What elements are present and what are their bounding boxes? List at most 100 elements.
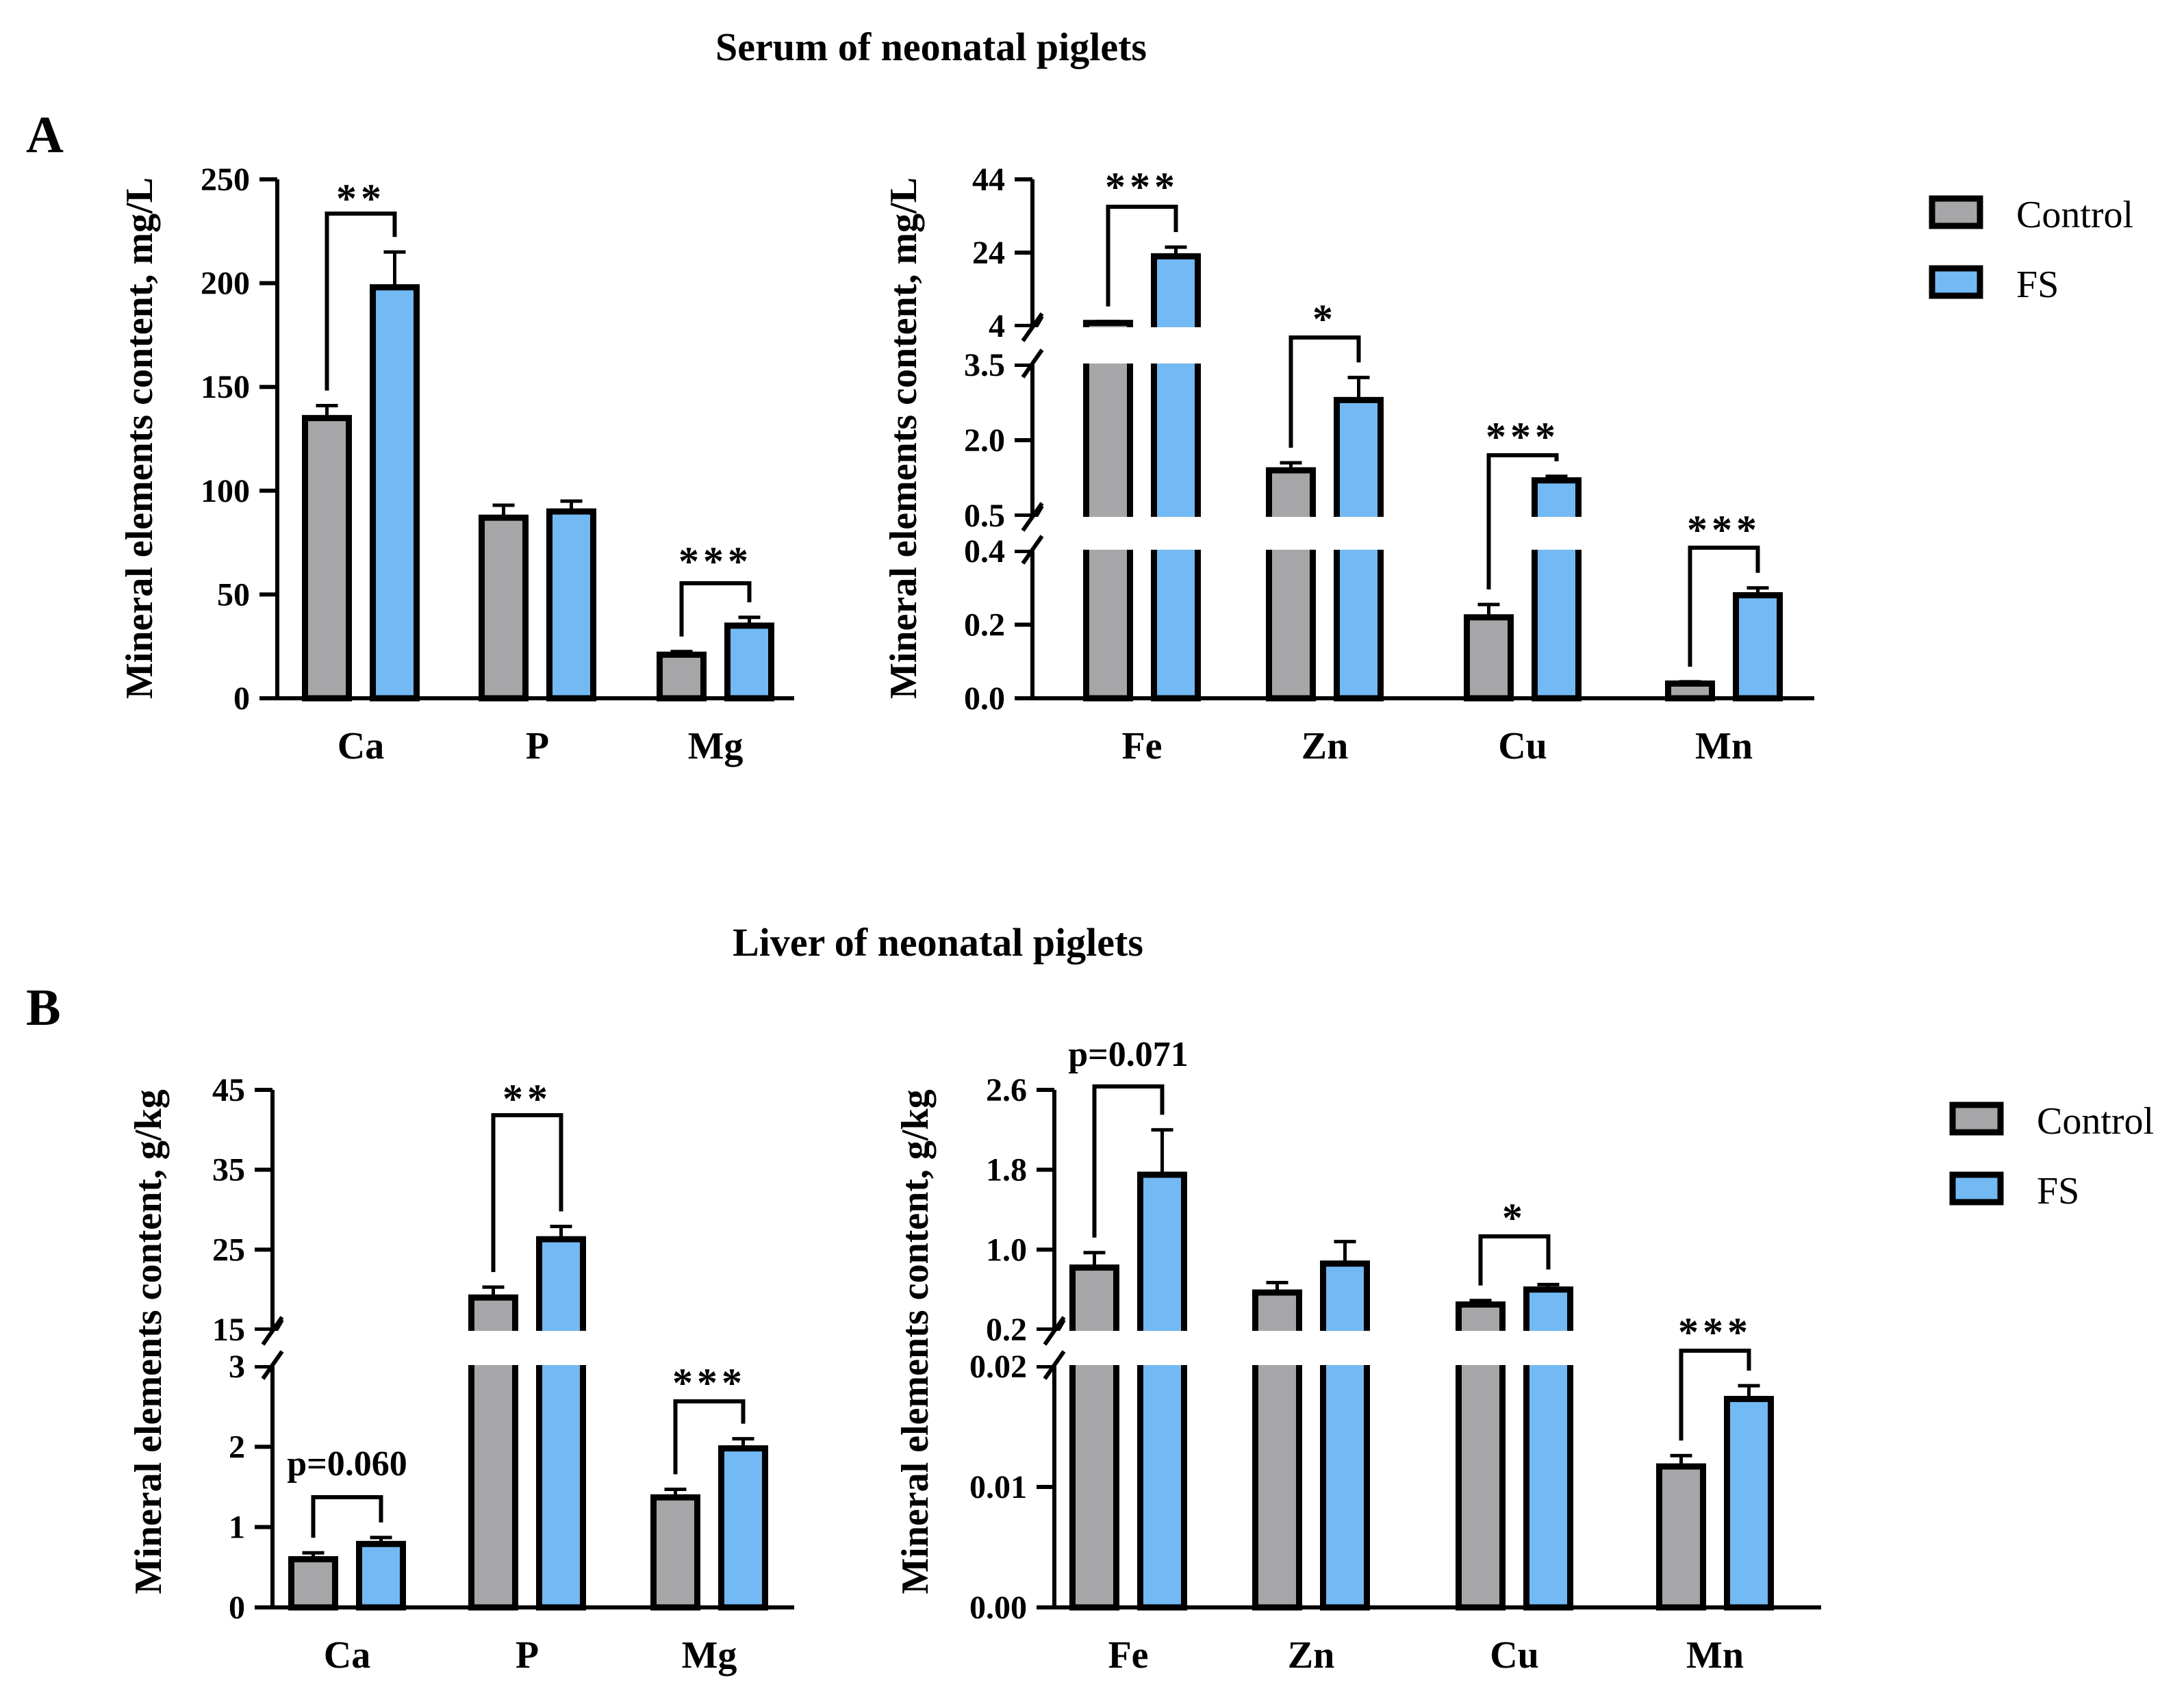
y-tick-label: 24	[972, 235, 1005, 271]
x-tick-label: Mg	[682, 1634, 737, 1677]
bar-fs-ca	[370, 284, 420, 702]
y-tick-label: 35	[212, 1152, 245, 1188]
legend-liver: Control FS	[1949, 1100, 2154, 1212]
x-tick-label: Ca	[324, 1634, 370, 1677]
y-tick-label: 1.0	[986, 1232, 1027, 1268]
x-tick-label: P	[516, 1634, 539, 1677]
axis-break-mark	[1021, 348, 1044, 379]
bar-fs-cu	[1532, 477, 1582, 702]
axis-break-mark	[1043, 1316, 1066, 1346]
significance-bracket	[1092, 1084, 1165, 1238]
significance-bracket	[679, 581, 752, 637]
bar-fs-mg	[724, 622, 774, 702]
legend-swatch-fs	[1949, 1171, 2004, 1206]
y-axis-label: Mineral elements content, g/kg	[894, 1089, 937, 1594]
y-axis-label: Mineral elements content, mg/L	[883, 177, 925, 699]
bar-fs-mg	[718, 1445, 768, 1611]
significance-bracket	[1288, 335, 1361, 448]
legend-serum: Control FS	[1929, 194, 2133, 306]
bar-control-fe	[1069, 1264, 1119, 1611]
y-tick-label: 0.5	[964, 498, 1005, 534]
significance-label: ***	[1678, 1310, 1752, 1355]
axis-break-mark	[261, 1350, 284, 1380]
x-tick-label: Mn	[1695, 725, 1753, 767]
x-tick-label: Zn	[1301, 725, 1349, 767]
panel-b-letter: B	[26, 979, 61, 1036]
significance-bracket	[1106, 205, 1178, 307]
legend-swatch-control	[1929, 195, 1983, 229]
significance-bracket	[325, 212, 397, 391]
bar-fs-ca	[356, 1540, 406, 1611]
y-tick-label: 2	[229, 1429, 245, 1465]
bar-fs-fe	[1151, 253, 1201, 702]
y-tick-label: 2.0	[964, 422, 1005, 459]
bar-control-mn	[1665, 680, 1715, 702]
y-tick-label: 150	[201, 369, 250, 405]
significance-label: *	[1502, 1195, 1527, 1240]
y-tick-label: 15	[212, 1312, 245, 1348]
axis-break-gap	[1034, 1331, 1825, 1365]
y-tick-label: 1.8	[986, 1152, 1027, 1188]
legend-label-fs: FS	[2016, 264, 2059, 306]
y-tick-label: 0.2	[986, 1312, 1027, 1348]
axis-break-mark	[1021, 535, 1044, 565]
legend-label-fs: FS	[2037, 1170, 2079, 1212]
y-tick-label: 0.02	[969, 1349, 1027, 1385]
x-tick-label: Zn	[1288, 1634, 1335, 1677]
x-tick-label: Mg	[688, 725, 744, 767]
bar-control-cu	[1464, 614, 1514, 702]
significance-bracket	[311, 1495, 383, 1538]
bar-fs-fe	[1137, 1171, 1187, 1611]
axis-break-mark	[1043, 1350, 1066, 1380]
y-tick-label: 3	[229, 1349, 245, 1385]
y-axis-label: Mineral elements content, mg/L	[118, 177, 161, 699]
bar-control-mn	[1656, 1463, 1706, 1611]
legend-swatch-fs	[1929, 265, 1983, 299]
x-tick-label: P	[526, 725, 549, 767]
panel-b-title: Liver of neonatal piglets	[733, 920, 1143, 965]
significance-label: ***	[672, 1360, 746, 1405]
bar-fs-zn	[1320, 1260, 1370, 1611]
significance-bracket	[1679, 1349, 1751, 1441]
legend-swatch-control	[1949, 1102, 2004, 1136]
significance-bracket	[673, 1399, 746, 1475]
y-tick-label: 2.6	[986, 1072, 1027, 1108]
bar-control-fe	[1083, 320, 1133, 702]
y-tick-label: 50	[217, 576, 250, 613]
axis-break-mark	[1021, 312, 1044, 342]
bar-fs-p	[536, 1236, 586, 1611]
significance-bracket	[1688, 546, 1760, 667]
y-tick-label: 0.00	[969, 1590, 1027, 1626]
significance-bracket	[491, 1113, 563, 1273]
panel-a-letter: A	[26, 106, 64, 164]
axis-break-gap	[1012, 517, 1818, 550]
x-tick-label: Fe	[1108, 1634, 1148, 1677]
bar-control-p	[479, 514, 529, 702]
y-tick-label: 0.0	[964, 680, 1005, 717]
significance-label: **	[503, 1076, 552, 1121]
axis-break-mark	[1021, 502, 1044, 532]
legend-label-control: Control	[2037, 1100, 2154, 1143]
chart-liver-trace: 0.00 0.01 0.020.2 1.0 1.8 2.6 Mineral elements…	[894, 1035, 1825, 1677]
chart-liver-major: 0 1 2 315 25 35 45 Mineral elements content, g/…	[127, 1072, 798, 1677]
axis-break-mark	[261, 1316, 284, 1346]
bar-control-mg	[650, 1494, 700, 1611]
y-tick-label: 200	[201, 266, 250, 302]
y-tick-label: 0	[229, 1590, 245, 1626]
significance-label: p=0.060	[287, 1444, 407, 1484]
x-tick-label: Cu	[1498, 725, 1547, 767]
significance-label: *	[1312, 296, 1337, 342]
y-tick-label: 0	[233, 680, 250, 717]
y-tick-label: 0.01	[969, 1469, 1027, 1505]
significance-bracket	[1486, 453, 1559, 589]
y-tick-label: 44	[972, 162, 1005, 198]
bar-fs-p	[546, 508, 596, 702]
y-tick-label: 1	[229, 1510, 245, 1546]
significance-label: ***	[1687, 507, 1761, 552]
y-tick-label: 4	[989, 308, 1005, 344]
x-tick-label: Fe	[1121, 725, 1162, 767]
y-tick-label: 100	[201, 473, 250, 509]
bar-control-ca	[302, 415, 352, 702]
legend-label-control: Control	[2016, 194, 2133, 236]
y-axis-label: Mineral elements content, g/kg	[127, 1089, 170, 1594]
